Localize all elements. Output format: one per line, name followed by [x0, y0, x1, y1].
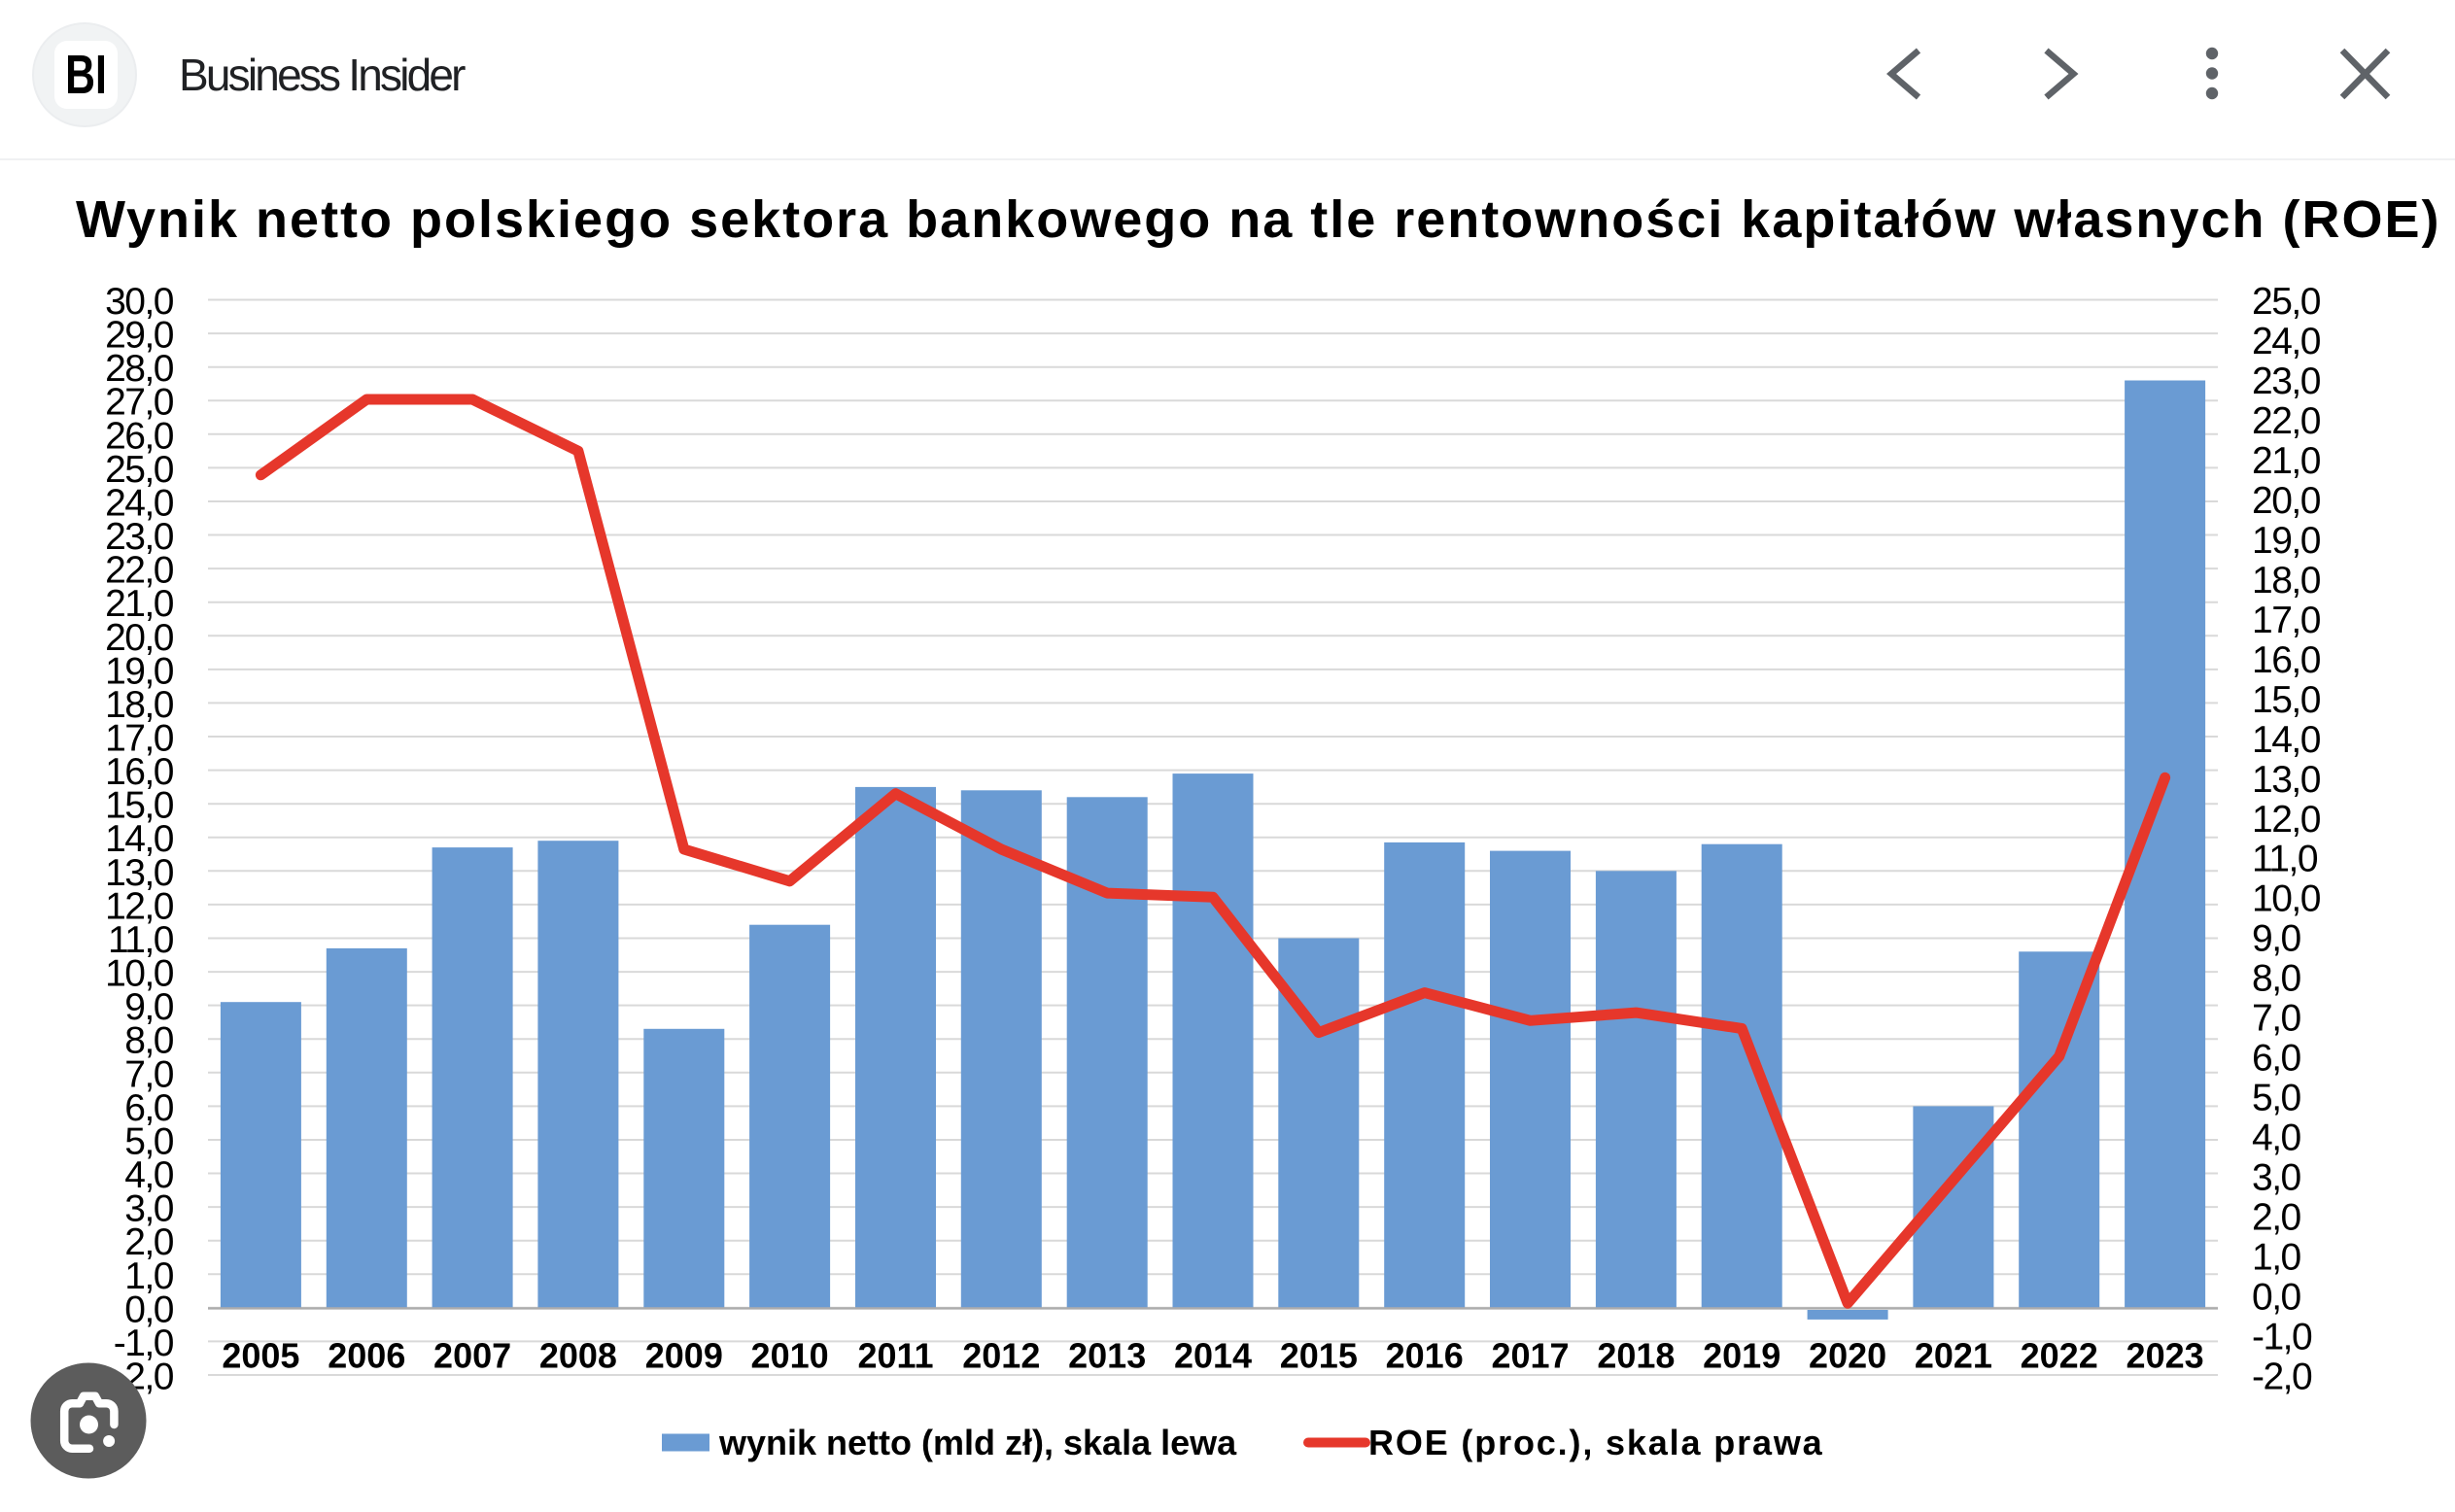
svg-text:28,0: 28,0 [105, 348, 174, 390]
svg-text:12,0: 12,0 [105, 885, 174, 927]
svg-text:8,0: 8,0 [2252, 958, 2301, 1000]
svg-text:-1,0: -1,0 [114, 1323, 174, 1364]
svg-text:13,0: 13,0 [105, 852, 174, 894]
svg-text:5,0: 5,0 [124, 1121, 174, 1163]
svg-text:BI: BI [65, 43, 107, 105]
svg-text:1,0: 1,0 [124, 1255, 174, 1297]
svg-text:2007: 2007 [433, 1336, 511, 1376]
svg-text:6,0: 6,0 [124, 1087, 174, 1129]
svg-text:17,0: 17,0 [105, 718, 174, 760]
svg-text:22,0: 22,0 [105, 550, 174, 592]
svg-text:Business Insider: Business Insider [179, 50, 466, 100]
svg-text:2021: 2021 [1915, 1336, 1992, 1376]
svg-text:2008: 2008 [539, 1336, 617, 1376]
svg-text:21,0: 21,0 [2252, 440, 2321, 482]
svg-text:Wynik netto polskiego sektora: Wynik netto polskiego sektora bankowego … [76, 190, 2440, 249]
svg-text:10,0: 10,0 [2252, 878, 2321, 920]
svg-text:-1,0: -1,0 [2252, 1317, 2312, 1358]
svg-text:2,0: 2,0 [124, 1221, 174, 1263]
svg-text:2013: 2013 [1068, 1336, 1146, 1376]
svg-text:2019: 2019 [1703, 1336, 1781, 1376]
svg-text:8,0: 8,0 [124, 1020, 174, 1062]
svg-text:2005: 2005 [222, 1336, 299, 1376]
svg-text:25,0: 25,0 [105, 449, 174, 491]
svg-text:23,0: 23,0 [2252, 361, 2321, 402]
svg-text:19,0: 19,0 [105, 650, 174, 692]
svg-text:2009: 2009 [645, 1336, 723, 1376]
svg-text:20,0: 20,0 [2252, 480, 2321, 522]
svg-text:24,0: 24,0 [105, 483, 174, 525]
svg-text:2016: 2016 [1386, 1336, 1464, 1376]
svg-text:24,0: 24,0 [2252, 321, 2321, 362]
svg-text:23,0: 23,0 [105, 516, 174, 558]
svg-text:30,0: 30,0 [105, 281, 174, 323]
svg-text:2023: 2023 [2127, 1336, 2204, 1376]
svg-text:3,0: 3,0 [2252, 1157, 2301, 1199]
svg-text:2010: 2010 [751, 1336, 829, 1376]
svg-text:7,0: 7,0 [2252, 998, 2301, 1040]
svg-text:0,0: 0,0 [124, 1289, 174, 1330]
svg-text:2,0: 2,0 [2252, 1197, 2301, 1239]
svg-text:3,0: 3,0 [124, 1188, 174, 1230]
svg-text:11,0: 11,0 [108, 919, 174, 961]
svg-text:26,0: 26,0 [105, 415, 174, 457]
svg-text:7,0: 7,0 [124, 1053, 174, 1095]
svg-text:6,0: 6,0 [2252, 1038, 2301, 1080]
svg-text:18,0: 18,0 [2252, 560, 2321, 601]
svg-text:wynik netto (mld zł), skala le: wynik netto (mld zł), skala lewa [718, 1423, 1237, 1462]
svg-text:21,0: 21,0 [105, 583, 174, 625]
svg-text:ROE (proc.), skala prawa: ROE (proc.), skala prawa [1368, 1423, 1824, 1462]
svg-text:25,0: 25,0 [2252, 281, 2321, 323]
svg-text:4,0: 4,0 [124, 1154, 174, 1196]
svg-text:-2,0: -2,0 [2252, 1357, 2312, 1398]
svg-text:11,0: 11,0 [2252, 839, 2318, 880]
svg-text:20,0: 20,0 [105, 617, 174, 659]
svg-text:2012: 2012 [962, 1336, 1040, 1376]
svg-text:2020: 2020 [1809, 1336, 1886, 1376]
svg-text:2014: 2014 [1174, 1336, 1252, 1376]
svg-text:19,0: 19,0 [2252, 520, 2321, 562]
svg-text:9,0: 9,0 [2252, 918, 2301, 960]
svg-text:9,0: 9,0 [124, 986, 174, 1028]
svg-text:16,0: 16,0 [105, 751, 174, 793]
svg-text:14,0: 14,0 [2252, 719, 2321, 761]
svg-text:27,0: 27,0 [105, 382, 174, 424]
svg-text:22,0: 22,0 [2252, 400, 2321, 442]
svg-text:2006: 2006 [328, 1336, 405, 1376]
svg-text:15,0: 15,0 [2252, 679, 2321, 721]
svg-text:13,0: 13,0 [2252, 759, 2321, 801]
svg-text:16,0: 16,0 [2252, 639, 2321, 681]
svg-text:5,0: 5,0 [2252, 1078, 2301, 1119]
svg-text:0,0: 0,0 [2252, 1277, 2301, 1319]
svg-text:1,0: 1,0 [2252, 1237, 2301, 1279]
svg-text:2011: 2011 [857, 1336, 933, 1376]
svg-text:12,0: 12,0 [2252, 799, 2321, 841]
svg-text:4,0: 4,0 [2252, 1117, 2301, 1159]
svg-text:2022: 2022 [2021, 1336, 2098, 1376]
svg-text:17,0: 17,0 [2252, 600, 2321, 641]
svg-text:10,0: 10,0 [105, 953, 174, 995]
svg-text:18,0: 18,0 [105, 684, 174, 726]
svg-text:29,0: 29,0 [105, 315, 174, 357]
svg-text:2017: 2017 [1491, 1336, 1569, 1376]
svg-text:14,0: 14,0 [105, 818, 174, 860]
svg-text:15,0: 15,0 [105, 785, 174, 827]
svg-text:2018: 2018 [1597, 1336, 1675, 1376]
svg-text:2015: 2015 [1280, 1336, 1358, 1376]
